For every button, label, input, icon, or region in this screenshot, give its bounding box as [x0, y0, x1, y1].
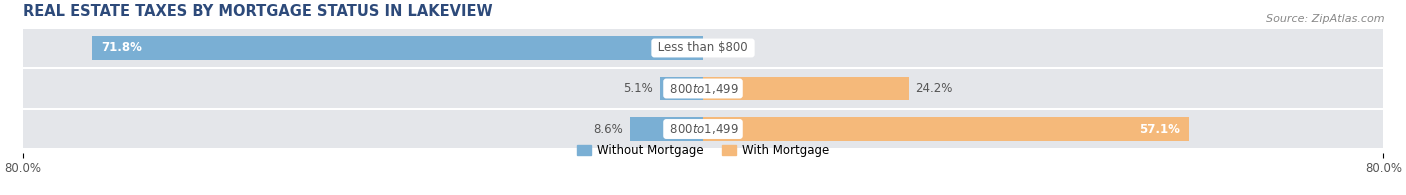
Bar: [22, 110, 1384, 148]
Text: $800 to $1,499: $800 to $1,499: [666, 122, 740, 136]
Bar: [630, 117, 703, 141]
Bar: [22, 69, 1384, 108]
Bar: [703, 77, 908, 100]
Legend: Without Mortgage, With Mortgage: Without Mortgage, With Mortgage: [576, 144, 830, 157]
Text: 57.1%: 57.1%: [1139, 122, 1180, 136]
Text: $800 to $1,499: $800 to $1,499: [666, 82, 740, 96]
Text: Source: ZipAtlas.com: Source: ZipAtlas.com: [1267, 14, 1385, 24]
Text: 8.6%: 8.6%: [593, 122, 623, 136]
Text: 71.8%: 71.8%: [101, 42, 142, 54]
Text: 24.2%: 24.2%: [915, 82, 953, 95]
Text: 0.0%: 0.0%: [716, 42, 745, 54]
Bar: [22, 29, 1384, 67]
Text: 5.1%: 5.1%: [623, 82, 652, 95]
Text: REAL ESTATE TAXES BY MORTGAGE STATUS IN LAKEVIEW: REAL ESTATE TAXES BY MORTGAGE STATUS IN …: [22, 4, 492, 19]
Bar: [93, 36, 703, 60]
Bar: [659, 77, 703, 100]
Text: Less than $800: Less than $800: [654, 42, 752, 54]
Bar: [703, 117, 1188, 141]
